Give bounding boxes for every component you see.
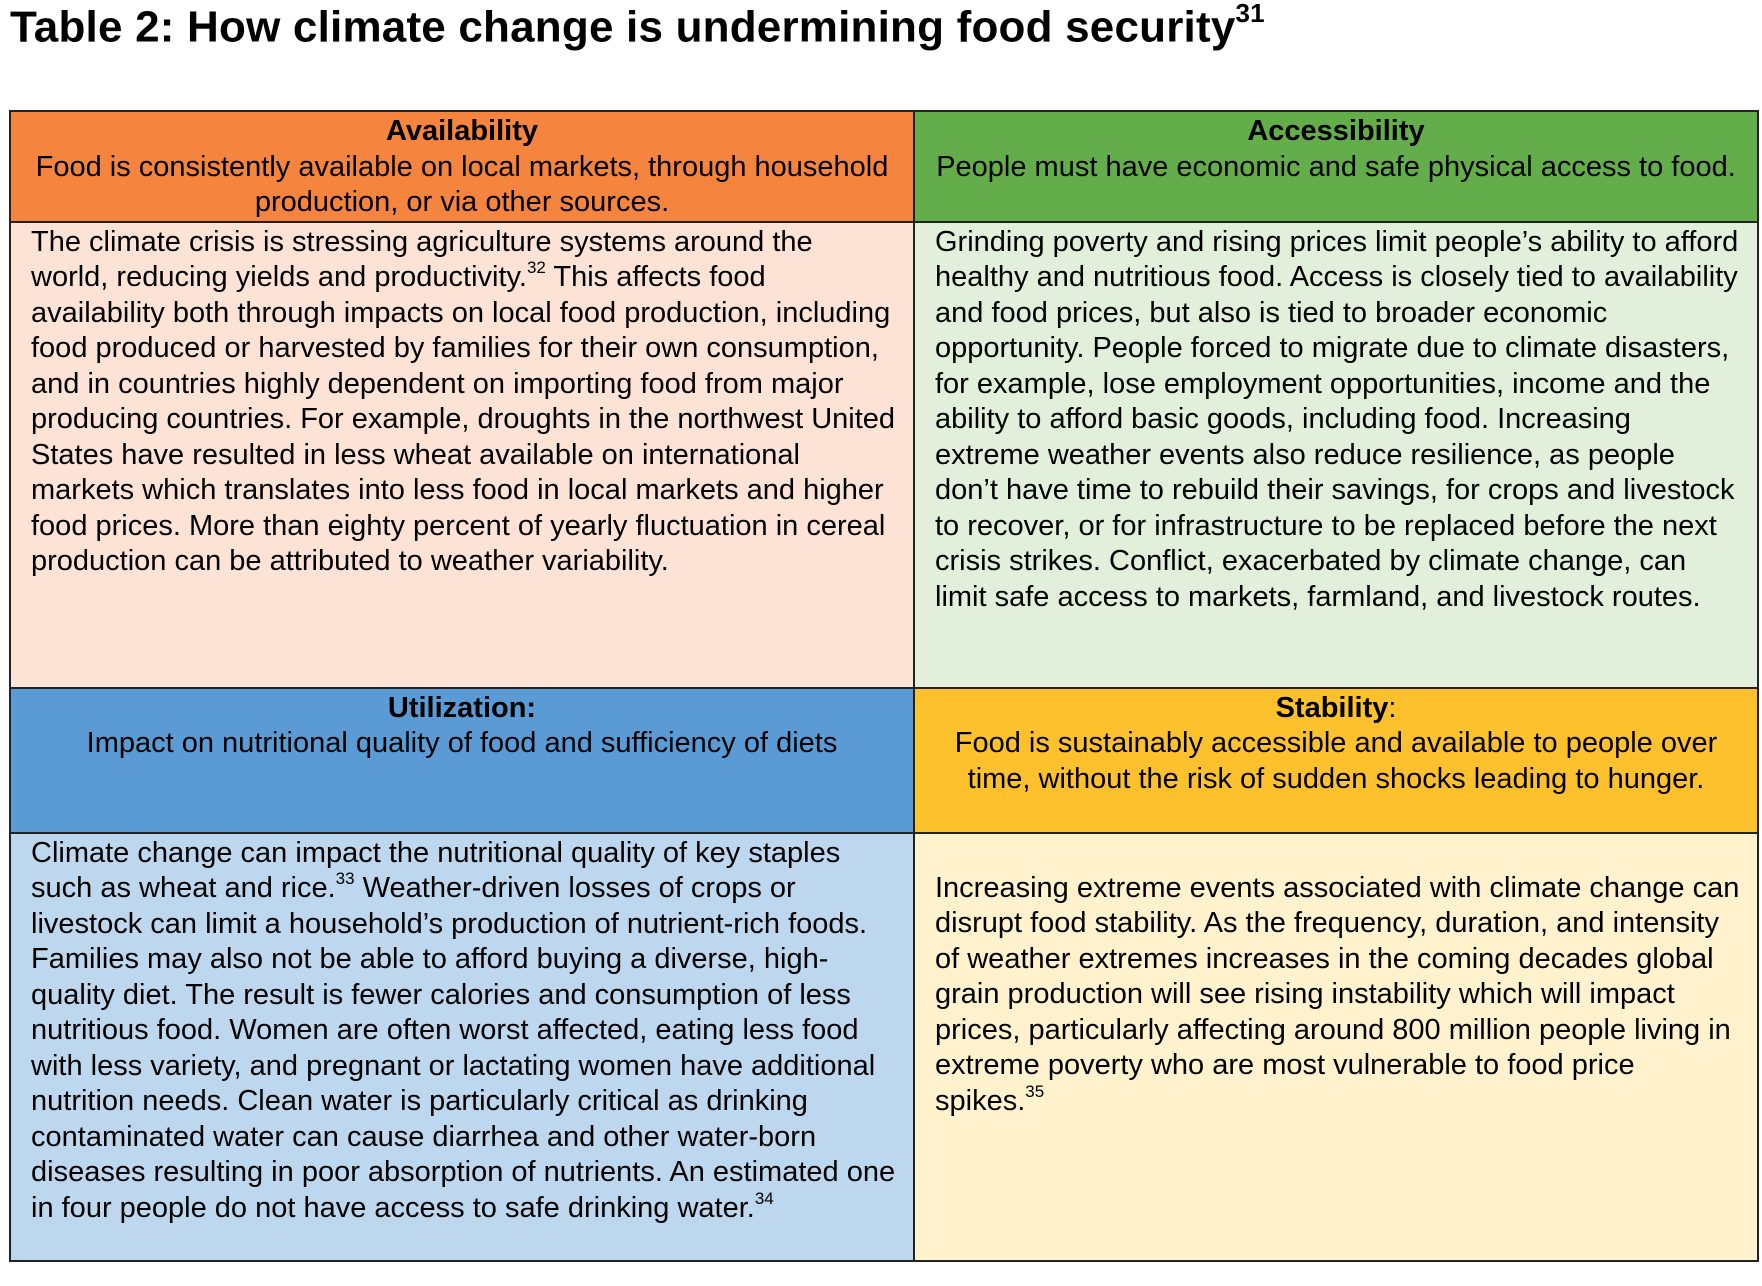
utilization-text-b: Weather-driven losses of crops or livest… bbox=[31, 872, 896, 1224]
stability-footnote-ref: 35 bbox=[1025, 1081, 1045, 1101]
utilization-footnote-ref-a: 33 bbox=[335, 869, 355, 889]
availability-title: Availability bbox=[385, 115, 539, 147]
accessibility-title: Accessibility bbox=[1247, 115, 1425, 147]
food-security-table: Availability Food is consistently availa… bbox=[9, 110, 1759, 1262]
utilization-body: Climate change can impact the nutritiona… bbox=[9, 831, 915, 1262]
availability-body: The climate crisis is stressing agricult… bbox=[9, 220, 915, 689]
accessibility-text: Grinding poverty and rising prices limit… bbox=[935, 225, 1739, 613]
table-title-text: Table 2: How climate change is undermini… bbox=[10, 2, 1236, 52]
availability-header: Availability Food is consistently availa… bbox=[9, 110, 915, 223]
stability-description: Food is sustainably accessible and avail… bbox=[954, 727, 1718, 795]
title-footnote-ref: 31 bbox=[1235, 0, 1265, 28]
accessibility-body: Grinding poverty and rising prices limit… bbox=[913, 220, 1759, 689]
utilization-text-a: Climate change can impact the nutritiona… bbox=[31, 836, 841, 905]
stability-title-colon: : bbox=[1388, 691, 1397, 724]
utilization-title: Utilization: bbox=[387, 691, 537, 724]
stability-title-line: Stability: bbox=[927, 691, 1745, 727]
stability-text: Increasing extreme events associated wit… bbox=[935, 871, 1740, 1117]
stability-title: Stability bbox=[1275, 691, 1389, 724]
utilization-header: Utilization: Impact on nutritional quali… bbox=[9, 686, 915, 834]
availability-description: Food is consistently available on local … bbox=[35, 150, 889, 219]
stability-header: Stability: Food is sustainably accessibl… bbox=[913, 686, 1759, 834]
table-row: Availability Food is consistently availa… bbox=[9, 110, 1759, 223]
availability-footnote-ref: 32 bbox=[526, 258, 546, 278]
table-row: Climate change can impact the nutritiona… bbox=[9, 831, 1759, 1262]
table-title: Table 2: How climate change is undermini… bbox=[10, 0, 1265, 53]
availability-text-b: This affects food availability both thro… bbox=[31, 261, 896, 577]
utilization-footnote-ref-b: 34 bbox=[754, 1188, 774, 1208]
table-row: The climate crisis is stressing agricult… bbox=[9, 220, 1759, 689]
accessibility-description: People must have economic and safe physi… bbox=[936, 150, 1736, 183]
availability-text-a: The climate crisis is stressing agricult… bbox=[31, 225, 813, 294]
accessibility-header: Accessibility People must have economic … bbox=[913, 110, 1759, 223]
stability-body: Increasing extreme events associated wit… bbox=[913, 831, 1759, 1262]
table-row: Utilization: Impact on nutritional quali… bbox=[9, 686, 1759, 834]
utilization-description: Impact on nutritional quality of food an… bbox=[86, 727, 838, 759]
